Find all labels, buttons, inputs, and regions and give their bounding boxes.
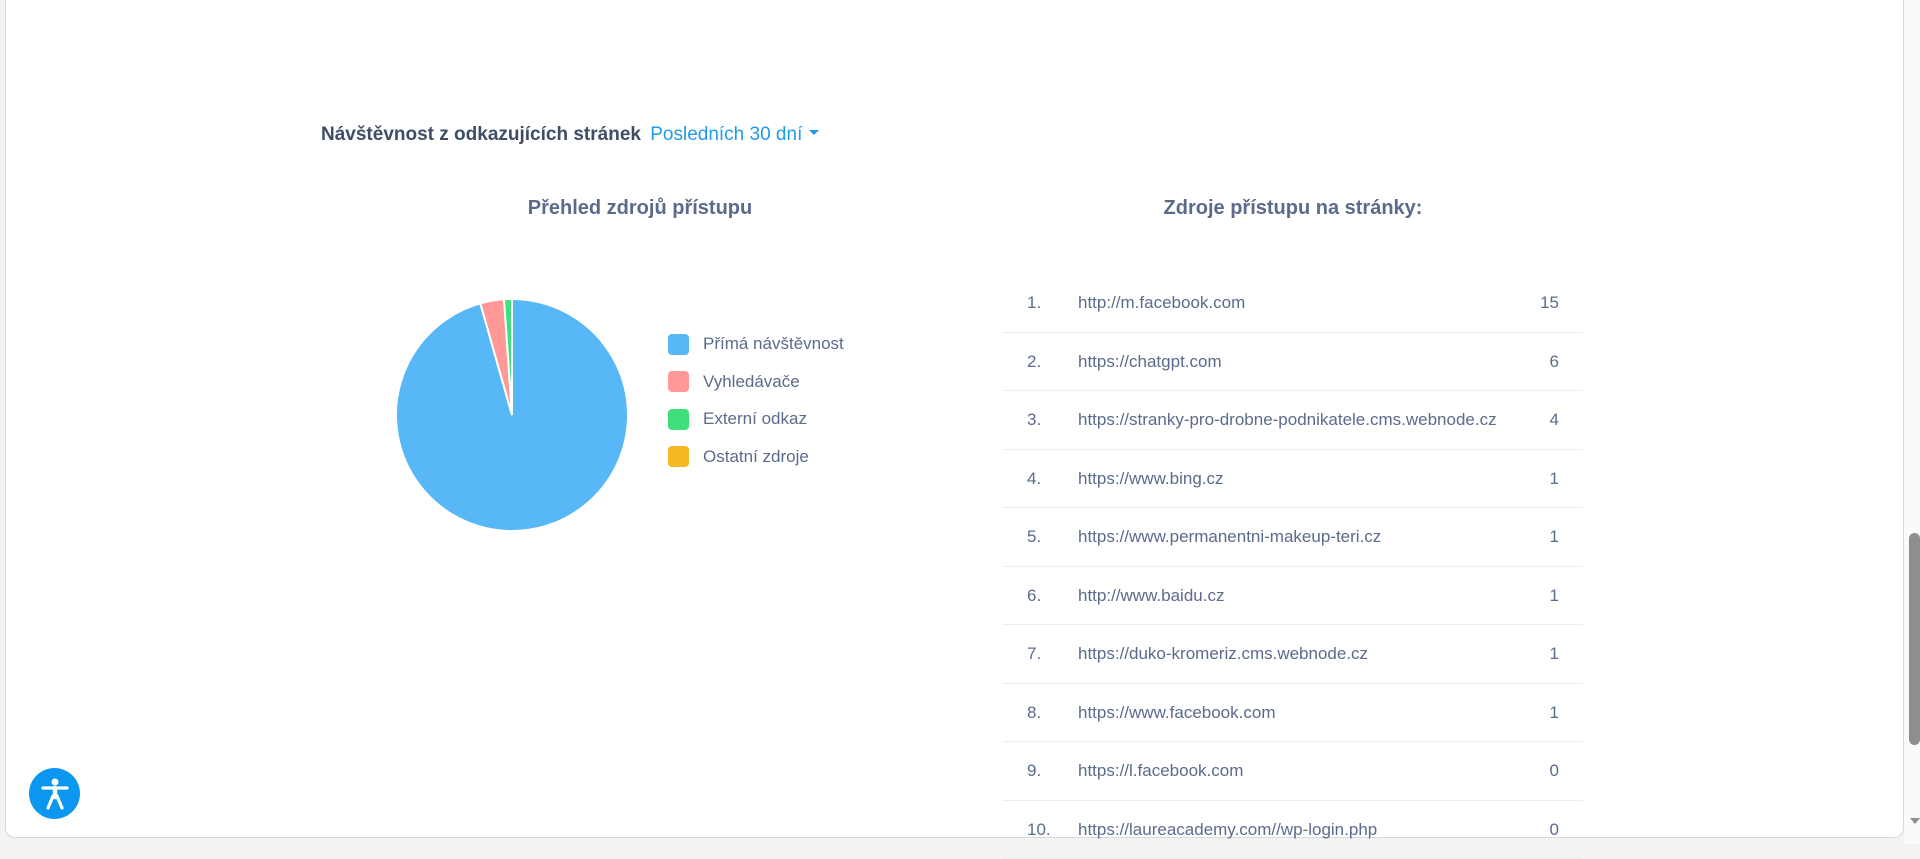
section-header: Návštěvnost z odkazujících stránek Posle… xyxy=(321,124,819,146)
row-url[interactable]: https://www.facebook.com xyxy=(1078,703,1275,723)
row-index: 1. xyxy=(1027,293,1041,313)
table-row: 1. http://m.facebook.com 15 xyxy=(1003,274,1583,333)
section-title: Návštěvnost z odkazujících stránek xyxy=(321,124,641,145)
sources-list: 1. http://m.facebook.com 15 2. https://chat… xyxy=(1003,274,1583,859)
sources-title: Zdroje přístupu na stránky: xyxy=(1003,197,1583,220)
row-index: 8. xyxy=(1027,703,1041,723)
table-row: 9. https://l.facebook.com 0 xyxy=(1003,742,1583,801)
row-count: 1 xyxy=(1550,586,1559,606)
content-card xyxy=(5,0,1904,838)
legend-item-search[interactable]: Vyhledávače xyxy=(668,371,844,393)
pie-chart[interactable] xyxy=(394,297,630,533)
legend-label: Vyhledávače xyxy=(703,372,800,392)
accessibility-button[interactable] xyxy=(29,768,80,819)
row-index: 3. xyxy=(1027,410,1041,430)
table-row: 2. https://chatgpt.com 6 xyxy=(1003,333,1583,392)
scroll-down-arrow-icon[interactable] xyxy=(1910,818,1920,824)
table-row: 4. https://www.bing.cz 1 xyxy=(1003,450,1583,509)
legend-swatch xyxy=(668,334,689,355)
row-index: 2. xyxy=(1027,352,1041,372)
row-url[interactable]: https://www.permanentni-makeup-teri.cz xyxy=(1078,527,1381,547)
row-count: 0 xyxy=(1550,820,1559,840)
table-row: 6. http://www.baidu.cz 1 xyxy=(1003,567,1583,626)
row-count: 1 xyxy=(1550,527,1559,547)
row-count: 1 xyxy=(1550,469,1559,489)
row-url[interactable]: https://laureacademy.com//wp-login.php xyxy=(1078,820,1377,840)
date-range-label: Posledních 30 dní xyxy=(650,124,802,145)
row-count: 1 xyxy=(1550,644,1559,664)
table-row: 10. https://laureacademy.com//wp-login.ph… xyxy=(1003,801,1583,859)
legend-swatch xyxy=(668,409,689,430)
legend-item-other[interactable]: Ostatní zdroje xyxy=(668,446,844,468)
row-count: 1 xyxy=(1550,703,1559,723)
row-url[interactable]: https://stranky-pro-drobne-podnikatele.c… xyxy=(1078,410,1497,430)
row-index: 6. xyxy=(1027,586,1041,606)
row-url[interactable]: http://www.baidu.cz xyxy=(1078,586,1224,606)
legend-swatch xyxy=(668,446,689,467)
row-index: 5. xyxy=(1027,527,1041,547)
table-row: 8. https://www.facebook.com 1 xyxy=(1003,684,1583,743)
date-range-dropdown[interactable]: Posledních 30 dní xyxy=(650,124,819,145)
legend-item-external[interactable]: Externí odkaz xyxy=(668,408,844,430)
chart-legend: Přímá návštěvnost Vyhledávače Externí od… xyxy=(668,333,844,483)
row-url[interactable]: https://l.facebook.com xyxy=(1078,761,1243,781)
caret-down-icon xyxy=(809,130,819,135)
accessibility-icon xyxy=(40,777,70,811)
table-row: 5. https://www.permanentni-makeup-teri.cz… xyxy=(1003,508,1583,567)
legend-item-direct[interactable]: Přímá návštěvnost xyxy=(668,333,844,355)
row-index: 10. xyxy=(1027,820,1051,840)
scrollbar-thumb[interactable] xyxy=(1909,533,1920,745)
table-row: 7. https://duko-kromeriz.cms.webnode.cz 1 xyxy=(1003,625,1583,684)
table-row: 3. https://stranky-pro-drobne-podnikatele… xyxy=(1003,391,1583,450)
row-index: 7. xyxy=(1027,644,1041,664)
page-scrollbar[interactable] xyxy=(1904,0,1920,844)
row-count: 4 xyxy=(1550,410,1559,430)
row-index: 9. xyxy=(1027,761,1041,781)
row-url[interactable]: https://duko-kromeriz.cms.webnode.cz xyxy=(1078,644,1368,664)
legend-label: Ostatní zdroje xyxy=(703,447,809,467)
row-url[interactable]: https://chatgpt.com xyxy=(1078,352,1222,372)
legend-label: Externí odkaz xyxy=(703,409,807,429)
row-count: 6 xyxy=(1550,352,1559,372)
legend-swatch xyxy=(668,371,689,392)
row-url[interactable]: https://www.bing.cz xyxy=(1078,469,1224,489)
row-index: 4. xyxy=(1027,469,1041,489)
row-url[interactable]: http://m.facebook.com xyxy=(1078,293,1245,313)
row-count: 15 xyxy=(1540,293,1559,313)
chart-title: Přehled zdrojů přístupu xyxy=(420,197,860,220)
row-count: 0 xyxy=(1550,761,1559,781)
legend-label: Přímá návštěvnost xyxy=(703,334,844,354)
